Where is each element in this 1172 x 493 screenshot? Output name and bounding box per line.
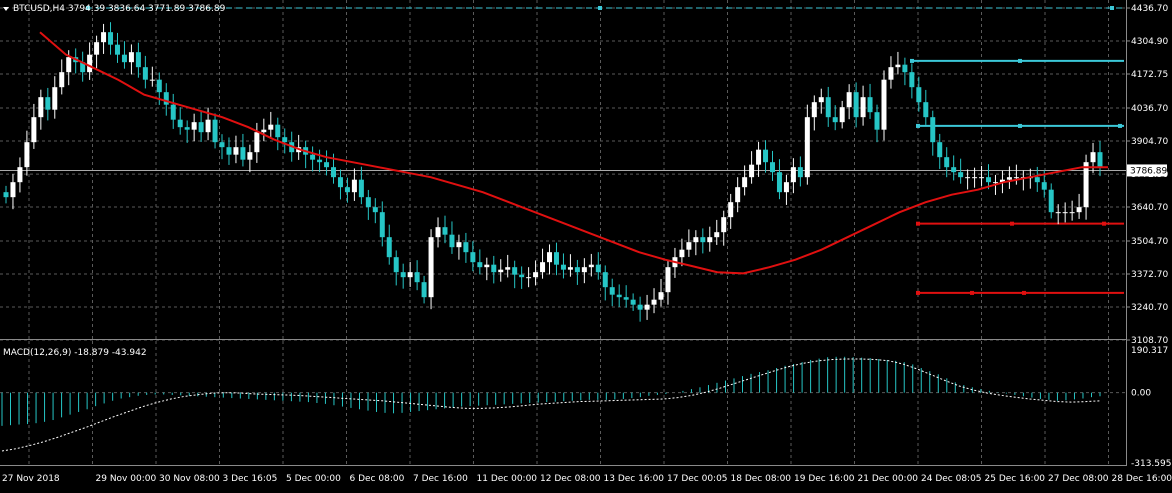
candle: [429, 229, 434, 309]
time-tick-label: 30 Nov 08:00: [159, 474, 220, 484]
price-tick-label: 3904.70: [1131, 137, 1168, 147]
time-tick-label: 24 Dec 08:05: [921, 474, 982, 484]
time-tick-label: 3 Dec 16:05: [223, 474, 278, 484]
level-anchor: [598, 6, 602, 10]
level-anchor: [1102, 222, 1106, 226]
time-tick-label: 11 Dec 00:00: [477, 474, 538, 484]
price-tick-label: 3240.70: [1131, 303, 1168, 313]
macd-tick-label: 190.317: [1131, 346, 1168, 356]
level-anchor: [1118, 124, 1122, 128]
macd-tick-label: -313.595: [1131, 459, 1171, 469]
symbol-info: BTCUSD,H4 3794.39 3836.64 3771.89 3786.8…: [13, 4, 226, 14]
level-anchor: [1018, 59, 1022, 63]
time-tick-label: 5 Dec 00:00: [286, 474, 341, 484]
time-tick-label: 28 Dec 16:00: [1112, 474, 1172, 484]
level-anchor: [970, 291, 974, 295]
time-tick-label: 7 Dec 16:00: [413, 474, 468, 484]
time-tick-label: 12 Dec 08:00: [540, 474, 601, 484]
macd-info: MACD(12,26,9) -18.879 -43.942: [3, 348, 147, 358]
time-tick-label: 17 Dec 00:05: [667, 474, 728, 484]
price-tick-label: 3504.70: [1131, 237, 1168, 247]
price-tick-label: 4036.70: [1131, 104, 1168, 114]
time-tick-label: 21 Dec 00:00: [858, 474, 919, 484]
price-tick-label: 4304.90: [1131, 37, 1168, 47]
macd-tick-label: 0.00: [1131, 389, 1151, 399]
time-tick-label: 18 Dec 08:00: [731, 474, 792, 484]
price-tick-label: 4436.70: [1131, 4, 1168, 14]
price-tick-label: 3640.70: [1131, 203, 1168, 213]
current-price-label: 3786.89: [1130, 166, 1167, 176]
price-tick-label: 3372.70: [1131, 270, 1168, 280]
current-price-tag: 3786.89: [1127, 164, 1167, 176]
level-anchor: [916, 124, 920, 128]
time-tick-label: 27 Dec 08:00: [1048, 474, 1109, 484]
time-tick-label: 25 Dec 16:00: [985, 474, 1046, 484]
level-anchor: [1022, 291, 1026, 295]
level-anchor: [1010, 222, 1014, 226]
level-anchor: [916, 222, 920, 226]
time-tick-label: 19 Dec 16:00: [794, 474, 855, 484]
level-anchor: [1018, 124, 1022, 128]
time-tick-label: 13 Dec 16:00: [604, 474, 665, 484]
price-tick-label: 4172.75: [1131, 70, 1168, 80]
level-anchor: [1110, 6, 1114, 10]
time-tick-label: 6 Dec 08:00: [350, 474, 405, 484]
level-anchor: [916, 291, 920, 295]
level-anchor: [910, 59, 914, 63]
price-tick-label: 3108.70: [1131, 336, 1168, 346]
time-tick-label: 27 Nov 2018: [2, 474, 60, 484]
time-tick-label: 29 Nov 00:00: [96, 474, 157, 484]
